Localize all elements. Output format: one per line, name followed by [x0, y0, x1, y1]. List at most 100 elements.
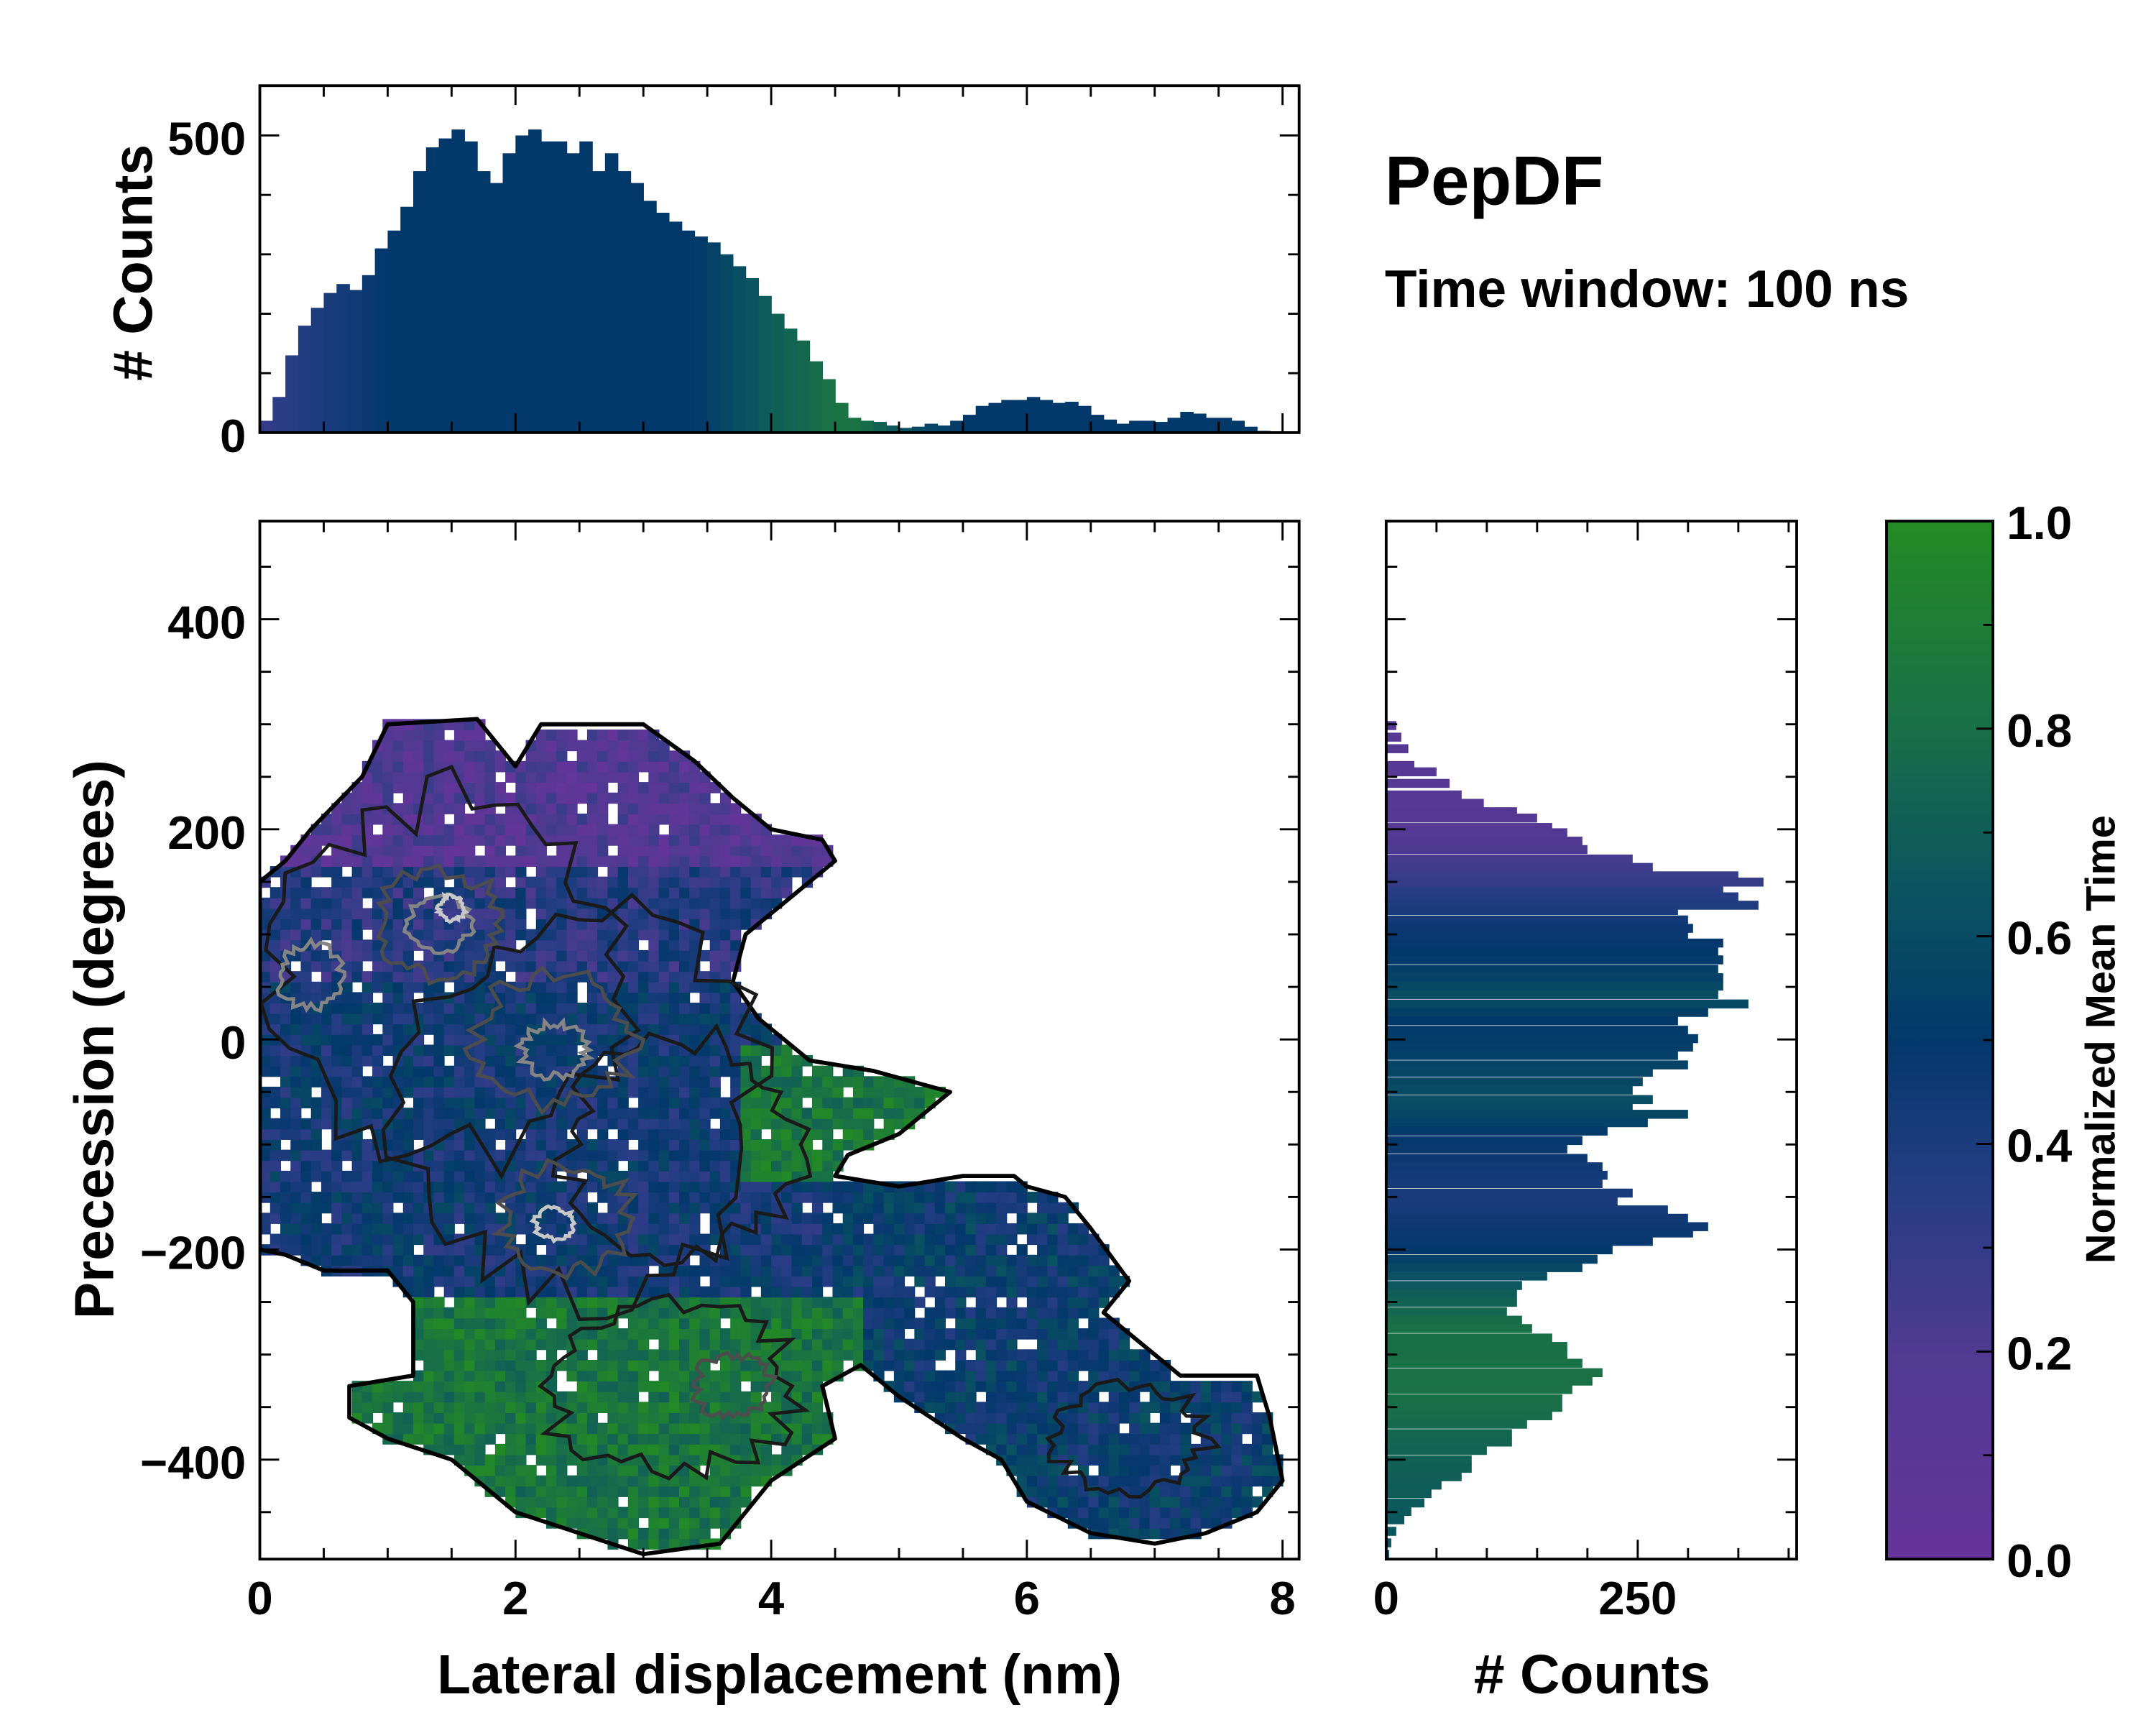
heatmap-cell: [525, 992, 537, 1003]
heatmap-cell: [443, 1170, 455, 1182]
heatmap-cell: [955, 1391, 967, 1403]
heatmap-cell: [1047, 1297, 1059, 1308]
heatmap-cell: [627, 981, 640, 993]
heatmap-cell: [321, 929, 333, 941]
heatmap-cell: [515, 1202, 527, 1214]
heatmap-cell: [556, 1044, 568, 1057]
heatmap-cell: [1047, 1465, 1059, 1476]
right-histogram-bar: [1386, 1136, 1583, 1146]
heatmap-cell: [576, 1223, 588, 1235]
heatmap-cell: [423, 730, 435, 741]
heatmap-cell: [842, 1076, 854, 1087]
heatmap-cell: [494, 1044, 507, 1057]
heatmap-cell: [280, 1223, 292, 1235]
heatmap-cell: [361, 1202, 374, 1214]
heatmap-cell: [433, 1349, 445, 1361]
heatmap-cell: [801, 1181, 813, 1193]
heatmap-cell: [546, 740, 558, 752]
heatmap-cell: [290, 929, 302, 941]
heatmap-cell: [863, 1118, 875, 1130]
right-histogram-bar: [1386, 1429, 1512, 1438]
heatmap-cell: [904, 1349, 916, 1361]
top-histogram-bar: [911, 426, 926, 433]
colorbar-tick-label: 0.2: [2007, 1327, 2072, 1379]
heatmap-cell: [413, 908, 425, 920]
y-tick-label: 0: [220, 410, 246, 462]
heatmap-cell: [852, 1328, 865, 1340]
heatmap-cell: [474, 1181, 486, 1193]
heatmap-cell: [668, 929, 680, 941]
heatmap-cell: [423, 1244, 435, 1256]
heatmap-cell: [372, 971, 384, 983]
heatmap-cell: [597, 1422, 609, 1435]
top-histogram-bar: [1193, 413, 1207, 433]
heatmap-cell: [627, 929, 640, 941]
heatmap-cell: [607, 1202, 619, 1214]
heatmap-cell: [382, 834, 394, 846]
heatmap-cell: [1139, 1454, 1151, 1466]
heatmap-cell: [310, 1013, 322, 1025]
heatmap-cell: [1108, 1328, 1120, 1340]
heatmap-cell: [546, 1465, 558, 1476]
heatmap-cell: [474, 1349, 486, 1361]
heatmap-cell: [822, 1108, 834, 1119]
heatmap-cell: [873, 1108, 885, 1119]
top-histogram-bar: [681, 230, 696, 433]
heatmap-cell: [474, 1044, 486, 1057]
heatmap-cell: [433, 1422, 445, 1435]
heatmap-cell: [679, 824, 691, 836]
heatmap-cell: [1241, 1496, 1253, 1508]
heatmap-cell: [1149, 1506, 1161, 1519]
heatmap-cell: [290, 1223, 302, 1235]
heatmap-cell: [965, 1412, 977, 1424]
heatmap-cell: [300, 1170, 312, 1182]
top-histogram-bar: [937, 426, 951, 433]
heatmap-cell: [597, 1097, 609, 1109]
heatmap-cell: [668, 1286, 680, 1298]
heatmap-cell: [658, 1338, 670, 1351]
heatmap-cell: [1231, 1422, 1243, 1435]
heatmap-cell: [566, 760, 578, 773]
heatmap-cell: [331, 1065, 343, 1077]
heatmap-cell: [658, 1149, 670, 1162]
heatmap-cell: [1231, 1402, 1243, 1413]
heatmap-cell: [699, 1181, 711, 1193]
heatmap-cell: [331, 1254, 343, 1266]
heatmap-cell: [464, 813, 476, 825]
heatmap-cell: [433, 1044, 445, 1057]
heatmap-cell: [464, 866, 476, 878]
heatmap-cell: [668, 1202, 680, 1214]
heatmap-cell: [1047, 1486, 1059, 1497]
heatmap-cell: [638, 1244, 650, 1256]
heatmap-cell: [689, 887, 701, 898]
heatmap-cell: [955, 1213, 967, 1224]
heatmap-cell: [658, 1297, 670, 1308]
heatmap-cell: [730, 813, 742, 825]
heatmap-cell: [413, 1381, 425, 1392]
heatmap-cell: [1170, 1517, 1181, 1529]
heatmap-cell: [627, 908, 640, 920]
heatmap-cell: [1006, 1370, 1018, 1382]
heatmap-cell: [556, 1506, 568, 1519]
heatmap-cell: [300, 981, 312, 993]
heatmap-cell: [515, 1328, 527, 1340]
heatmap-cell: [955, 1286, 967, 1298]
heatmap-cell: [668, 1496, 680, 1508]
colorbar-tick-label: 1.0: [2007, 497, 2072, 549]
heatmap-cell: [719, 939, 732, 951]
heatmap-cell: [699, 1065, 711, 1077]
heatmap-cell: [719, 887, 732, 898]
heatmap-cell: [280, 1108, 292, 1119]
heatmap-cell: [1139, 1422, 1151, 1435]
heatmap-cell: [709, 1108, 721, 1119]
heatmap-cell: [627, 866, 640, 878]
heatmap-cell: [484, 824, 496, 836]
heatmap-cell: [1159, 1506, 1171, 1519]
heatmap-cell: [709, 824, 721, 836]
heatmap-cell: [423, 824, 435, 836]
heatmap-cell: [566, 919, 578, 930]
heatmap-cell: [515, 782, 527, 794]
heatmap-cell: [402, 1244, 414, 1256]
heatmap-cell: [822, 1317, 834, 1330]
heatmap-cell: [924, 1349, 936, 1361]
